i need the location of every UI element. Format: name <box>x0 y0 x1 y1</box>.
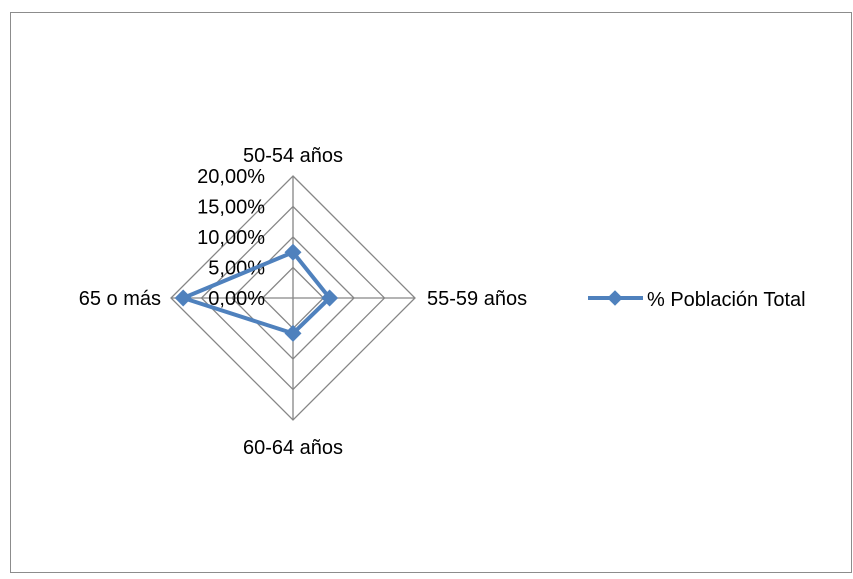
data-point-marker <box>174 289 192 307</box>
data-point-marker <box>321 289 339 307</box>
tick-label: 15,00% <box>197 197 265 219</box>
chart-area: 0,00% 5,00% 10,00% 15,00% 20,00% 50-54 años 5… <box>10 12 852 573</box>
data-point-marker <box>284 324 302 342</box>
legend-label: % Población Total <box>647 289 806 311</box>
radar-chart: 0,00%5,00%10,00%15,00%20,00% 50-54 años5… <box>79 145 806 459</box>
radial-tick-labels: 0,00% 5,00% 10,00% 15,00% 20,00% <box>197 166 265 310</box>
series-layer <box>174 243 339 342</box>
category-labels: 50-54 años 55-59 años 60-64 años 65 o más <box>79 145 527 459</box>
data-point-marker <box>284 243 302 261</box>
category-label: 55-59 años <box>427 288 527 310</box>
category-label: 60-64 años <box>243 437 343 459</box>
category-label: 65 o más <box>79 288 161 310</box>
category-label: 50-54 años <box>243 145 343 167</box>
legend: % Población Total <box>588 289 806 311</box>
tick-label: 5,00% <box>208 258 265 280</box>
tick-label: 0,00% <box>208 288 265 310</box>
tick-label: 10,00% <box>197 227 265 249</box>
tick-label: 20,00% <box>197 166 265 188</box>
legend-diamond-marker <box>607 290 623 306</box>
